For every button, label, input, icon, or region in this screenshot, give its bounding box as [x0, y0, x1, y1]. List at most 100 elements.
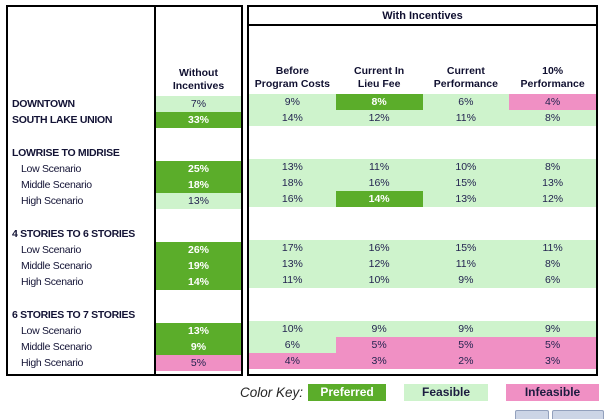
- value-cell: 10%: [249, 321, 336, 337]
- value-cell: 5%: [156, 355, 241, 371]
- value-cell: 4%: [249, 353, 336, 369]
- partial-button[interactable]: [515, 410, 549, 419]
- row-label: High Scenario: [21, 276, 84, 288]
- with-values-row: 6% 5% 5% 5%: [249, 337, 596, 353]
- without-value-row: [156, 307, 241, 323]
- without-value-row: 18%: [156, 177, 241, 193]
- value-cell: 3%: [335, 353, 423, 369]
- column-header-10pct-performance: 10% Performance: [509, 65, 596, 90]
- value-cell: 10%: [335, 272, 423, 288]
- with-values-row: 10% 9% 9% 9%: [249, 321, 596, 337]
- row-label: DOWNTOWN: [12, 98, 75, 110]
- color-key-swatch-preferred: Preferred: [308, 384, 387, 401]
- row-label: Low Scenario: [21, 163, 82, 175]
- column-header-before-program-costs: Before Program Costs: [249, 65, 336, 90]
- without-value-row: [156, 145, 241, 161]
- without-value-row: 33%: [156, 112, 241, 128]
- with-values-row: 17% 16% 15% 11%: [249, 240, 596, 256]
- row-label: Middle Scenario: [21, 341, 92, 353]
- spacer-row: [8, 290, 154, 307]
- value-cell: 8%: [335, 94, 423, 110]
- value-cell: 18%: [249, 175, 336, 191]
- value-cell: 8%: [509, 159, 596, 175]
- value-cell: 14%: [156, 274, 241, 290]
- value-cell: 11%: [509, 240, 596, 256]
- without-value-row: 7%: [156, 96, 241, 112]
- value-cell: 14%: [335, 191, 423, 207]
- without-value-row: [156, 128, 241, 145]
- with-values-row: [249, 288, 596, 305]
- row-labels-column: DOWNTOWN SOUTH LAKE UNION LOWRISE TO MIDRI…: [6, 5, 156, 376]
- without-incentives-header-text: Without Incentives: [173, 67, 224, 92]
- row-label: High Scenario: [21, 357, 84, 369]
- value-cell: 6%: [422, 94, 510, 110]
- color-key-swatch-feasible: Feasible: [404, 384, 489, 401]
- with-values-row: 13% 12% 11% 8%: [249, 256, 596, 272]
- value-cell: 19%: [156, 258, 241, 274]
- value-cell: 15%: [422, 175, 510, 191]
- value-cell: 8%: [509, 110, 596, 126]
- without-value-row: 13%: [156, 323, 241, 339]
- color-key-swatch-infeasible: Infeasible: [506, 384, 600, 401]
- partial-button[interactable]: [552, 410, 604, 419]
- value-cell: 11%: [335, 159, 423, 175]
- with-incentives-title: With Incentives: [249, 7, 596, 26]
- column-header-current-in-lieu-fee: Current In Lieu Fee: [336, 65, 423, 90]
- header-line: Current: [446, 65, 485, 77]
- value-cell: 18%: [156, 177, 241, 193]
- with-values-row: 16% 14% 13% 12%: [249, 191, 596, 207]
- with-values-row: [249, 207, 596, 224]
- color-key-label: Color Key:: [240, 385, 304, 400]
- value-cell: 12%: [509, 191, 596, 207]
- with-values-row: [249, 224, 596, 240]
- value-cell: 5%: [509, 337, 596, 353]
- header-line: Program Costs: [254, 77, 331, 90]
- value-cell: 2%: [422, 353, 510, 369]
- section-label: 6 STORIES TO 7 STORIES: [12, 309, 135, 321]
- value-cell: 5%: [422, 337, 510, 353]
- value-cell: 16%: [249, 191, 336, 207]
- row-label: Middle Scenario: [21, 179, 92, 191]
- header-line: Before: [275, 65, 309, 77]
- without-value-row: [156, 226, 241, 242]
- value-cell: 9%: [422, 321, 510, 337]
- value-cell: 11%: [249, 272, 336, 288]
- spacer-row: [8, 209, 154, 226]
- value-cell: 14%: [249, 110, 336, 126]
- header-line: Incentives: [172, 79, 225, 92]
- value-cell: 7%: [156, 96, 241, 112]
- without-value-row: 25%: [156, 161, 241, 177]
- with-values-row: 18% 16% 15% 13%: [249, 175, 596, 191]
- row-label: SOUTH LAKE UNION: [12, 114, 113, 126]
- row-label: Middle Scenario: [21, 260, 92, 272]
- without-incentives-body: 7% 33% 25% 18% 13% 26% 19% 14% 13% 9% 5%: [156, 96, 241, 371]
- value-cell: 6%: [509, 272, 596, 288]
- value-cell: 11%: [422, 110, 510, 126]
- header-line: 10%: [542, 65, 564, 77]
- value-cell: 25%: [156, 161, 241, 177]
- without-value-row: 5%: [156, 355, 241, 371]
- with-values-row: 14% 12% 11% 8%: [249, 110, 596, 126]
- row-label: Low Scenario: [21, 244, 82, 256]
- color-key: Color Key: Preferred Feasible Infeasible: [240, 384, 600, 401]
- labels-header-spacer: [8, 7, 154, 96]
- value-cell: 9%: [509, 321, 596, 337]
- without-value-row: 13%: [156, 193, 241, 209]
- value-cell: 13%: [509, 175, 596, 191]
- without-value-row: [156, 290, 241, 307]
- header-line: Without: [179, 67, 218, 79]
- section-label: LOWRISE TO MIDRISE: [12, 147, 120, 159]
- value-cell: 9%: [156, 339, 241, 355]
- value-cell: 13%: [249, 256, 336, 272]
- header-line: Current In: [354, 65, 405, 77]
- value-cell: 13%: [249, 159, 336, 175]
- with-values-row: [249, 305, 596, 321]
- header-line: Lieu Fee: [357, 77, 401, 90]
- value-cell: 9%: [249, 94, 336, 110]
- value-cell: 9%: [335, 321, 423, 337]
- value-cell: 16%: [335, 175, 423, 191]
- value-cell: 3%: [509, 353, 596, 369]
- value-cell: 12%: [335, 110, 423, 126]
- with-incentives-body: 9% 8% 6% 4% 14% 12% 11% 8% 13% 11% 10% 8% 18% 16% 15% 1…: [249, 94, 596, 369]
